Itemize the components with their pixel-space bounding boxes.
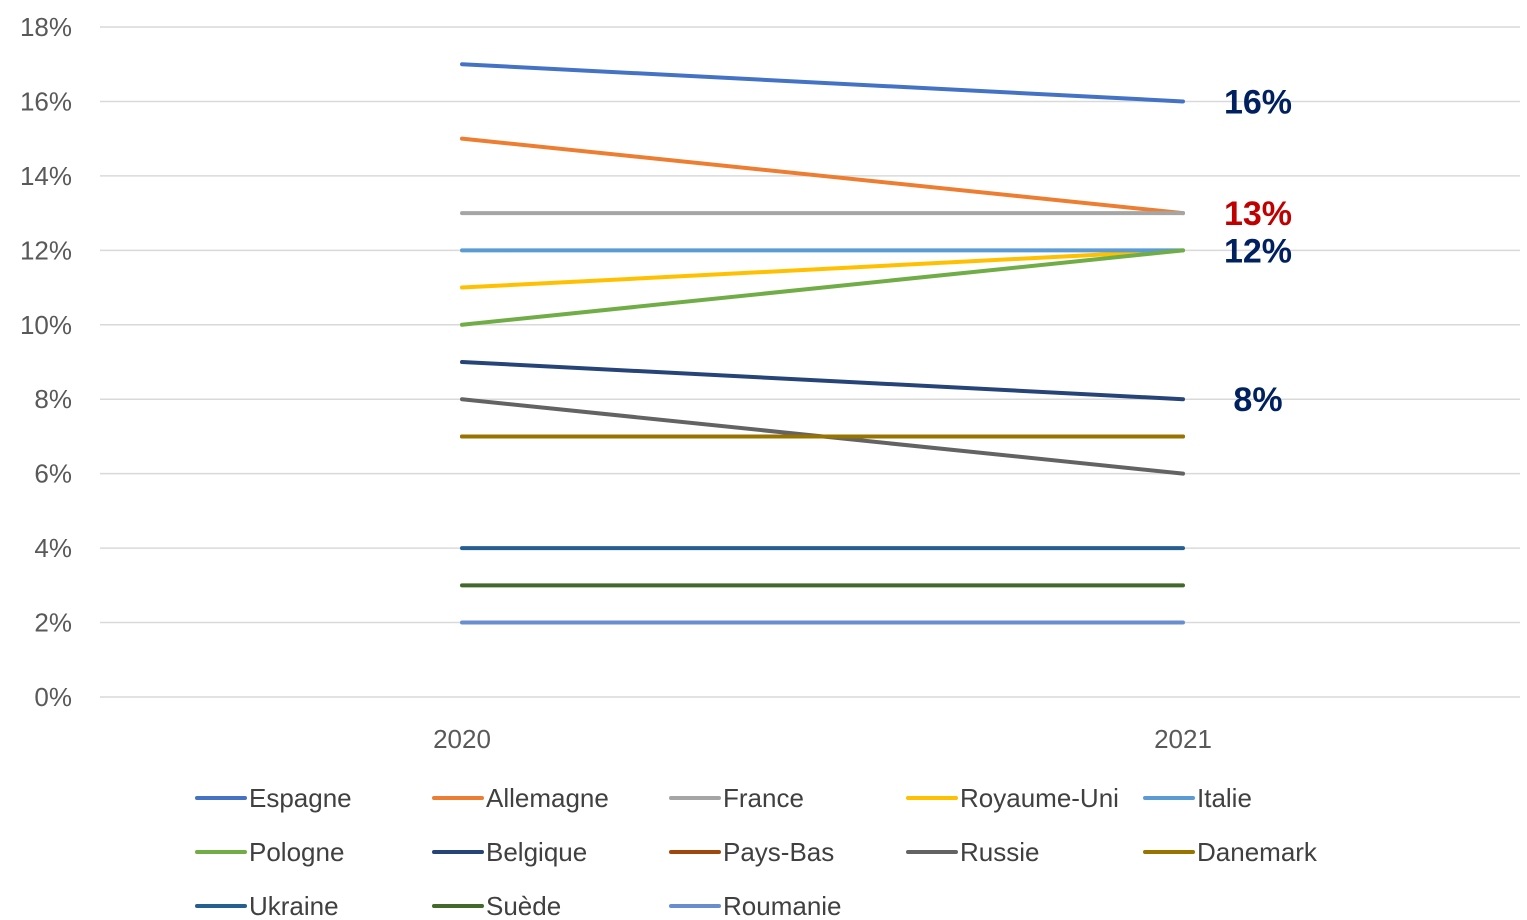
y-tick-label: 0%	[34, 682, 72, 712]
legend-label: Russie	[960, 837, 1039, 867]
x-tick-label: 2021	[1154, 724, 1212, 754]
data-label: 13%	[1224, 195, 1292, 233]
y-tick-label: 12%	[20, 235, 72, 265]
legend-label: Espagne	[249, 783, 352, 813]
series-line-allemagne	[460, 136, 1185, 216]
legend-label: Belgique	[486, 837, 587, 867]
legend-label: Royaume-Uni	[960, 783, 1119, 813]
y-tick-label: 14%	[20, 161, 72, 191]
y-tick-label: 6%	[34, 459, 72, 489]
legend-label: Pologne	[249, 837, 344, 867]
y-tick-label: 10%	[20, 310, 72, 340]
legend-label: Danemark	[1197, 837, 1318, 867]
y-tick-label: 18%	[20, 12, 72, 42]
y-tick-label: 2%	[34, 608, 72, 638]
legend-label: Italie	[1197, 783, 1252, 813]
series-line-pologne	[460, 248, 1185, 327]
legend-label: Suède	[486, 891, 561, 920]
series-line-royaume-uni	[460, 248, 1185, 290]
x-tick-label: 2020	[433, 724, 491, 754]
y-tick-label: 8%	[34, 384, 72, 414]
legend-label: Roumanie	[723, 891, 842, 920]
data-label: 16%	[1224, 83, 1292, 121]
series-line-espagne	[460, 62, 1185, 104]
data-label: 8%	[1233, 381, 1282, 419]
legend-label: Pays-Bas	[723, 837, 834, 867]
y-tick-label: 4%	[34, 533, 72, 563]
series-line-belgique	[460, 360, 1185, 402]
legend-label: France	[723, 783, 804, 813]
legend-label: Allemagne	[486, 783, 609, 813]
data-label: 12%	[1224, 232, 1292, 270]
y-tick-label: 16%	[20, 86, 72, 116]
legend-label: Ukraine	[249, 891, 339, 920]
